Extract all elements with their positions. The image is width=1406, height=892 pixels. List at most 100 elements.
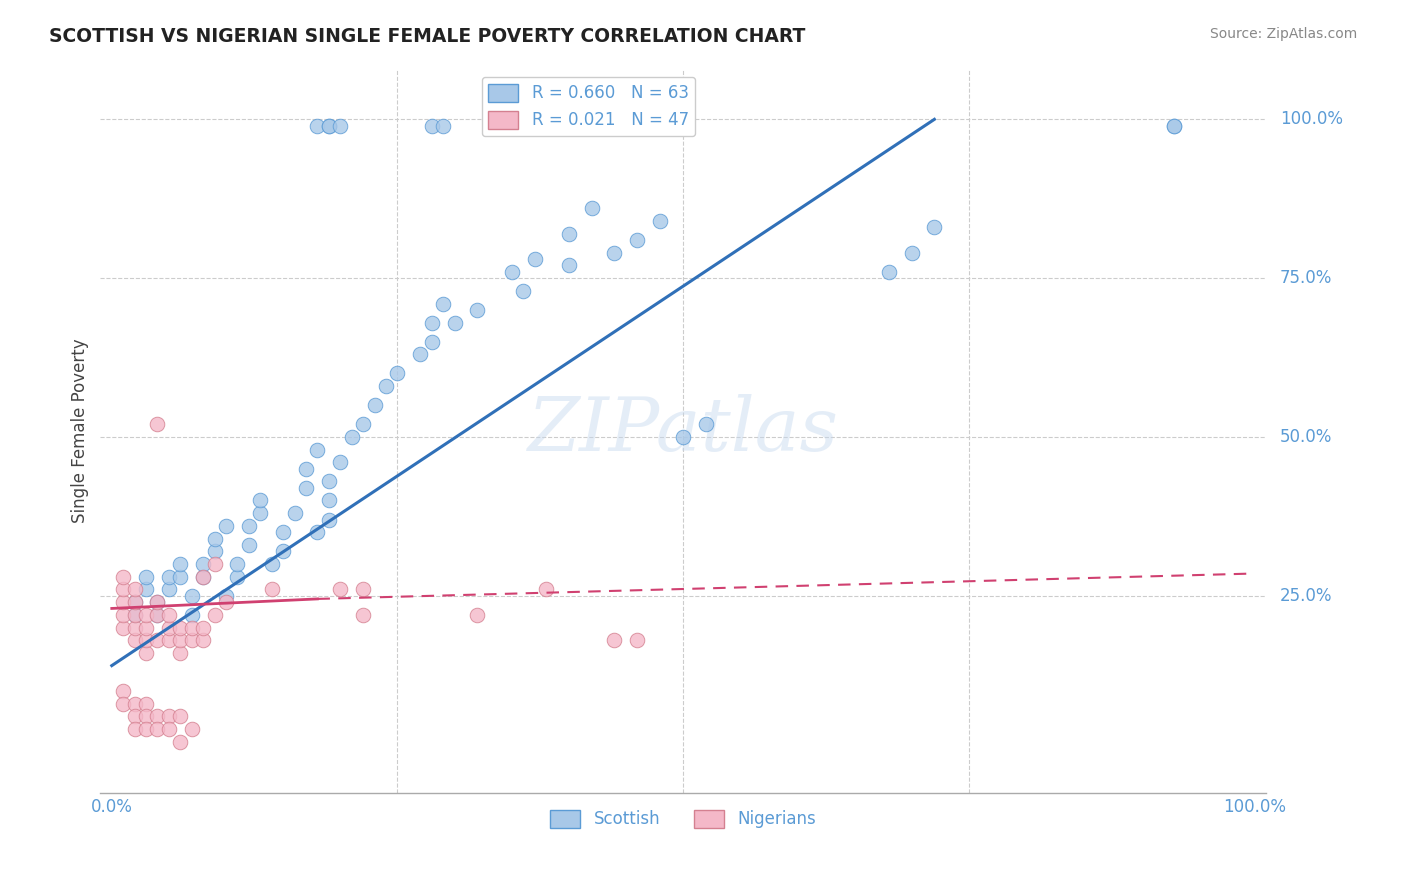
Point: [523, 252, 546, 266]
Point: [432, 119, 454, 133]
Point: [352, 582, 374, 597]
Point: [204, 607, 226, 622]
Point: [340, 430, 363, 444]
Point: [135, 722, 157, 736]
Point: [581, 201, 603, 215]
Point: [157, 607, 180, 622]
Point: [193, 570, 215, 584]
Point: [900, 245, 922, 260]
Point: [193, 633, 215, 648]
Text: 75.0%: 75.0%: [1279, 269, 1331, 287]
Point: [169, 620, 191, 634]
Point: [112, 697, 135, 711]
Point: [467, 607, 489, 622]
Point: [467, 302, 489, 317]
Point: [877, 265, 900, 279]
Point: [112, 684, 135, 698]
Point: [672, 430, 695, 444]
Point: [135, 570, 157, 584]
Point: [352, 607, 374, 622]
Point: [135, 607, 157, 622]
Point: [215, 595, 238, 609]
Point: [169, 735, 191, 749]
Point: [249, 493, 271, 508]
Point: [318, 475, 340, 489]
Point: [226, 557, 249, 571]
Point: [193, 570, 215, 584]
Point: [146, 595, 169, 609]
Text: Source: ZipAtlas.com: Source: ZipAtlas.com: [1209, 27, 1357, 41]
Point: [180, 633, 202, 648]
Point: [180, 589, 202, 603]
Point: [307, 525, 329, 540]
Point: [146, 709, 169, 723]
Point: [501, 265, 523, 279]
Point: [1163, 119, 1185, 133]
Point: [112, 570, 135, 584]
Point: [180, 620, 202, 634]
Point: [249, 506, 271, 520]
Point: [271, 544, 294, 558]
Point: [603, 245, 626, 260]
Y-axis label: Single Female Poverty: Single Female Poverty: [72, 338, 89, 523]
Point: [124, 620, 146, 634]
Point: [135, 646, 157, 660]
Point: [169, 633, 191, 648]
Point: [169, 570, 191, 584]
Point: [534, 582, 557, 597]
Point: [352, 417, 374, 432]
Point: [215, 519, 238, 533]
Point: [157, 633, 180, 648]
Point: [226, 570, 249, 584]
Point: [307, 442, 329, 457]
Point: [135, 582, 157, 597]
Point: [157, 620, 180, 634]
Point: [329, 119, 352, 133]
Point: [112, 607, 135, 622]
Point: [215, 589, 238, 603]
Point: [124, 595, 146, 609]
Point: [318, 493, 340, 508]
Point: [169, 709, 191, 723]
Point: [112, 582, 135, 597]
Point: [157, 570, 180, 584]
Point: [284, 506, 307, 520]
Point: [238, 519, 260, 533]
Point: [135, 709, 157, 723]
Point: [295, 481, 318, 495]
Point: [135, 620, 157, 634]
Point: [558, 227, 581, 241]
Point: [146, 722, 169, 736]
Point: [169, 646, 191, 660]
Point: [603, 633, 626, 648]
Point: [135, 633, 157, 648]
Point: [271, 525, 294, 540]
Point: [626, 233, 648, 247]
Point: [124, 607, 146, 622]
Point: [180, 607, 202, 622]
Point: [124, 582, 146, 597]
Point: [318, 119, 340, 133]
Point: [124, 595, 146, 609]
Point: [169, 557, 191, 571]
Point: [124, 607, 146, 622]
Text: 100.0%: 100.0%: [1279, 111, 1343, 128]
Point: [375, 379, 398, 393]
Point: [180, 722, 202, 736]
Point: [318, 512, 340, 526]
Text: 50.0%: 50.0%: [1279, 428, 1331, 446]
Point: [318, 119, 340, 133]
Point: [695, 417, 717, 432]
Point: [329, 455, 352, 469]
Point: [420, 119, 443, 133]
Point: [112, 620, 135, 634]
Point: [387, 367, 409, 381]
Point: [157, 582, 180, 597]
Point: [157, 722, 180, 736]
Point: [146, 607, 169, 622]
Point: [329, 582, 352, 597]
Point: [260, 582, 283, 597]
Point: [146, 607, 169, 622]
Point: [124, 709, 146, 723]
Point: [512, 284, 534, 298]
